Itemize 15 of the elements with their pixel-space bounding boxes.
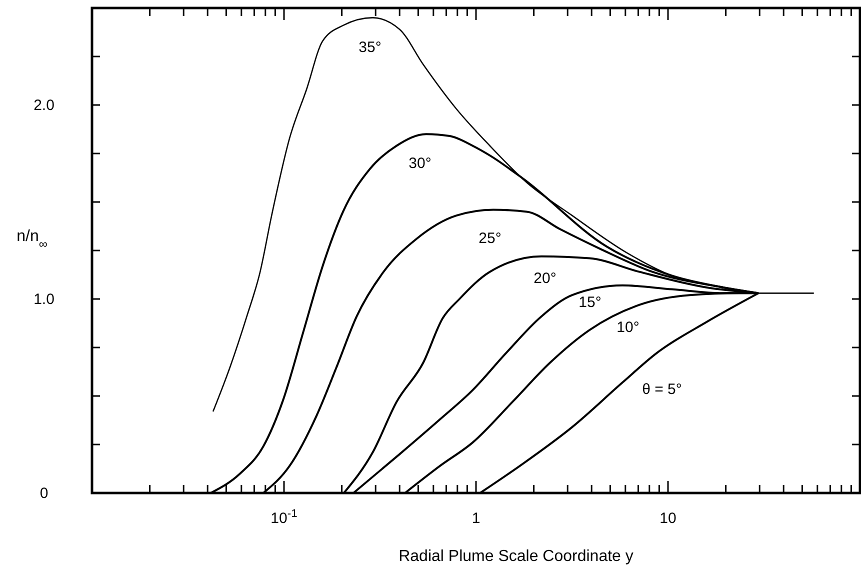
x-tick-label: 10$^{-1}$ bbox=[270, 508, 298, 527]
series-label: 20° bbox=[534, 270, 556, 287]
y-tick-label: 2.0 bbox=[34, 97, 54, 114]
x-tick-label: 1 bbox=[472, 510, 480, 527]
series-label: 35° bbox=[358, 39, 382, 56]
y-tick-label: 0 bbox=[40, 485, 48, 502]
y-axis-title: n/n$_{∞}$ bbox=[16, 228, 48, 251]
series-label: θ = 5° bbox=[642, 381, 682, 398]
series-label: 10° bbox=[616, 319, 640, 336]
series-label: 30° bbox=[408, 155, 432, 172]
y-tick-label: 1.0 bbox=[34, 291, 54, 308]
series-label: 15° bbox=[578, 294, 602, 311]
x-tick-label: 10 bbox=[660, 510, 676, 527]
series-label: 25° bbox=[478, 230, 502, 247]
x-axis-title: Radial Plume Scale Coordinate y bbox=[398, 548, 634, 565]
